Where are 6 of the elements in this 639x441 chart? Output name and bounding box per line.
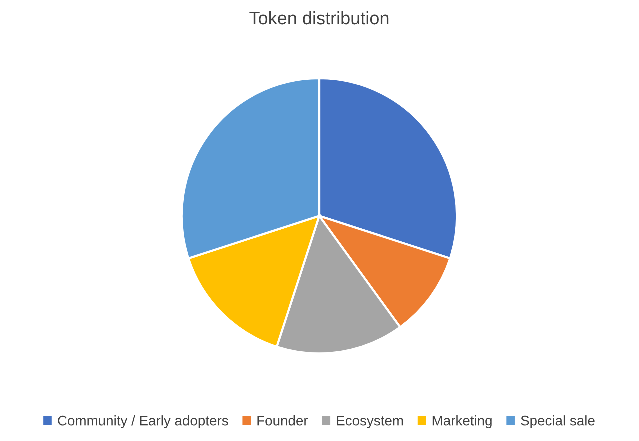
legend-label: Special sale — [521, 416, 595, 428]
legend-label: Ecosystem — [337, 416, 404, 428]
legend-label: Founder — [258, 416, 308, 426]
chart-title: Token distribution — [250, 11, 389, 25]
legend-label: Community / Early adopters — [58, 416, 228, 428]
legend-label: Marketing — [432, 416, 492, 428]
